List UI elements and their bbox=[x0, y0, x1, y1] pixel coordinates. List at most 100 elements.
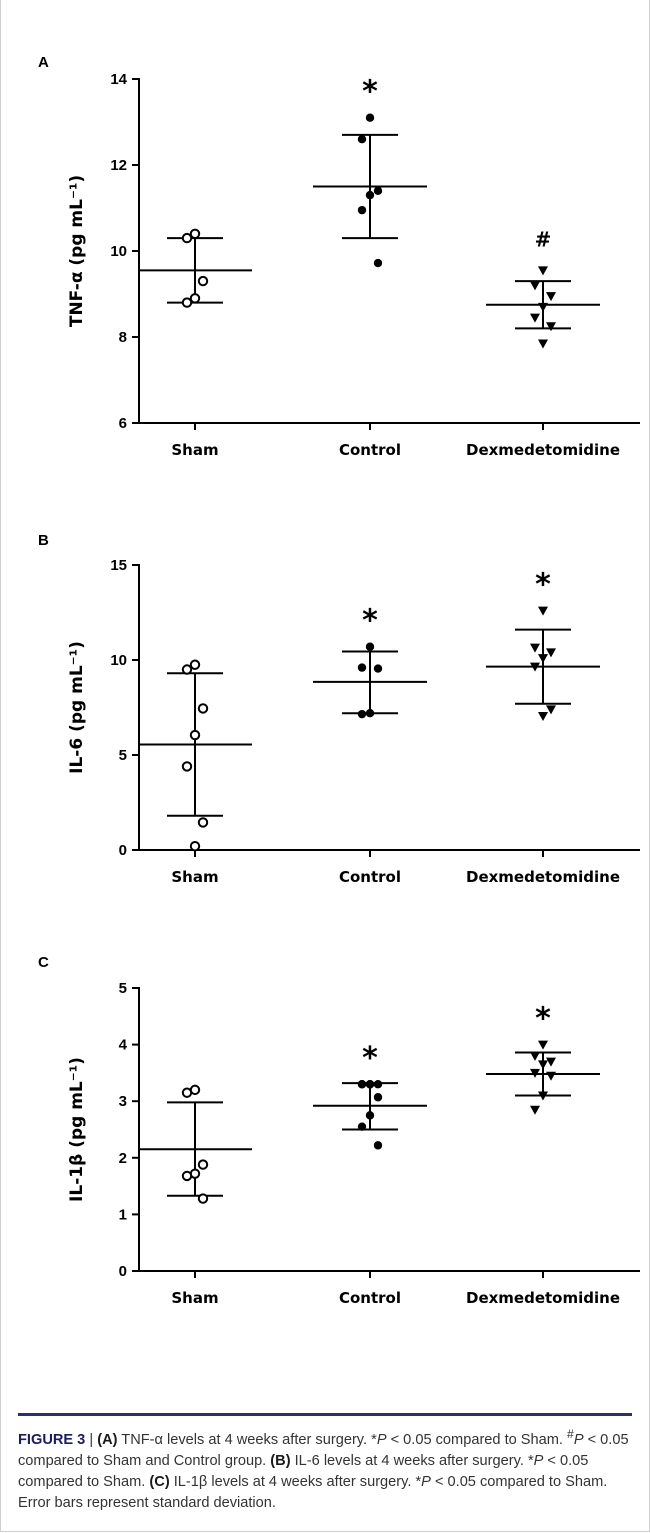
caption-lt-sham-2: < 0.05 compared to Sham. bbox=[18, 1452, 589, 1490]
y-axis-label: IL-1β (pg mL⁻¹) bbox=[67, 1057, 87, 1202]
y-tick-label: 6 bbox=[119, 415, 127, 432]
caption-part-a-text: TNF-α levels at 4 weeks after surgery. bbox=[117, 1431, 372, 1448]
data-point bbox=[373, 1080, 383, 1089]
caption-part-a-label: (A) bbox=[97, 1431, 118, 1448]
data-point bbox=[181, 232, 193, 244]
data-point bbox=[189, 659, 201, 670]
y-tick-label: 4 bbox=[119, 1037, 128, 1054]
figure-caption: FIGURE 3 | (A) TNF-α levels at 4 weeks a… bbox=[18, 1413, 632, 1514]
data-point bbox=[538, 302, 548, 312]
data-point bbox=[357, 1080, 367, 1089]
data-point bbox=[189, 729, 201, 741]
data-point bbox=[373, 664, 383, 673]
y-tick-label: 14 bbox=[110, 71, 127, 88]
panel-letter: A bbox=[38, 54, 49, 71]
data-point bbox=[357, 1122, 367, 1131]
x-tick-label: Control bbox=[339, 1289, 401, 1307]
caption-p-3: P bbox=[533, 1452, 544, 1469]
data-point bbox=[546, 322, 556, 332]
y-tick-label: 10 bbox=[110, 652, 127, 669]
data-point bbox=[357, 663, 367, 672]
data-point bbox=[530, 662, 540, 672]
data-point bbox=[546, 292, 556, 302]
data-point bbox=[530, 643, 540, 653]
data-point bbox=[365, 709, 375, 718]
y-tick-label: 10 bbox=[110, 243, 127, 260]
data-point bbox=[530, 1051, 540, 1061]
caption-part-c-text: IL-1β levels at 4 weeks after surgery. bbox=[169, 1473, 416, 1490]
chart-panel-a: A 6 8 10 12 14 Sham Control Dexmedetomidine TNF-α… bbox=[38, 54, 640, 459]
y-tick-label: 5 bbox=[119, 747, 127, 764]
data-point bbox=[197, 703, 209, 714]
data-point bbox=[197, 1193, 209, 1204]
data-point bbox=[365, 113, 375, 122]
data-point bbox=[538, 1040, 548, 1050]
caption-p-4: P bbox=[421, 1473, 431, 1490]
y-tick-label: 0 bbox=[119, 1263, 127, 1280]
data-point bbox=[373, 1093, 383, 1102]
y-tick-label: 15 bbox=[110, 557, 127, 574]
panel-letter: C bbox=[38, 954, 49, 971]
y-tick-label: 8 bbox=[119, 329, 127, 346]
panel-letter: B bbox=[38, 532, 49, 549]
x-tick-label: Control bbox=[339, 441, 401, 459]
data-point bbox=[538, 1060, 548, 1070]
data-point bbox=[189, 841, 201, 852]
data-point bbox=[197, 1159, 209, 1170]
x-tick-label: Dexmedetomidine bbox=[466, 1289, 620, 1307]
y-tick-label: 12 bbox=[110, 157, 127, 174]
group-control: * bbox=[313, 1041, 427, 1150]
group-control: * bbox=[313, 75, 427, 268]
caption-part-b-text: IL-6 levels at 4 weeks after surgery. bbox=[290, 1452, 528, 1469]
significance-marker: * bbox=[362, 1041, 378, 1076]
y-axis-label: IL-6 (pg mL⁻¹) bbox=[67, 641, 87, 774]
group-sham bbox=[138, 659, 252, 852]
caption-lt-sham-1: < 0.05 compared to Sham. bbox=[386, 1431, 568, 1448]
data-point bbox=[181, 1087, 193, 1098]
chart-panel-c: C 0 1 2 3 4 5 Sham Control Dexmedetomidine IL-1β (… bbox=[38, 954, 640, 1307]
significance-marker: * bbox=[535, 568, 551, 603]
data-point bbox=[546, 705, 556, 715]
data-point bbox=[365, 1111, 375, 1120]
data-point bbox=[538, 339, 548, 349]
caption-part-c-label: (C) bbox=[149, 1473, 170, 1490]
data-point bbox=[538, 654, 548, 664]
caption-sig-star-3: * bbox=[415, 1473, 422, 1490]
x-tick-label: Control bbox=[339, 868, 401, 886]
group-sham bbox=[138, 228, 252, 308]
x-tick-label: Sham bbox=[171, 441, 218, 459]
data-point bbox=[530, 1068, 540, 1078]
data-point bbox=[546, 648, 556, 658]
data-point bbox=[538, 606, 548, 616]
caption-p-2: P bbox=[573, 1431, 584, 1448]
data-point bbox=[538, 1091, 548, 1101]
data-point bbox=[365, 1080, 375, 1089]
x-tick-label: Dexmedetomidine bbox=[466, 441, 620, 459]
data-point bbox=[181, 761, 193, 772]
data-point bbox=[373, 186, 383, 195]
significance-marker: * bbox=[362, 604, 378, 639]
caption-sig-star-1: * bbox=[371, 1431, 377, 1448]
data-point bbox=[538, 712, 548, 722]
caption-error-text: Error bars represent standard deviation. bbox=[18, 1494, 276, 1511]
caption-lt-sham-control: < 0.05 compared to Sham and Control grou… bbox=[18, 1431, 629, 1469]
data-point bbox=[365, 642, 375, 651]
y-tick-label: 1 bbox=[119, 1206, 127, 1223]
group-dexmedetomidine: * bbox=[486, 568, 600, 722]
y-tick-label: 0 bbox=[119, 842, 127, 859]
data-point bbox=[530, 281, 540, 291]
significance-marker: * bbox=[535, 1002, 551, 1037]
data-point bbox=[357, 135, 367, 144]
caption-sig-star-2: * bbox=[527, 1452, 534, 1469]
data-point bbox=[365, 190, 375, 200]
caption-separator: | bbox=[85, 1431, 98, 1448]
group-dexmedetomidine: * bbox=[486, 1002, 600, 1115]
data-point bbox=[197, 817, 209, 828]
y-tick-label: 3 bbox=[119, 1093, 127, 1110]
chart-panel-b: B 0 5 10 15 Sham Control Dexmedetomidine IL-6 (p… bbox=[38, 532, 640, 886]
data-point bbox=[357, 709, 367, 719]
data-point bbox=[197, 275, 209, 287]
data-point bbox=[189, 293, 201, 304]
data-point bbox=[530, 313, 540, 323]
